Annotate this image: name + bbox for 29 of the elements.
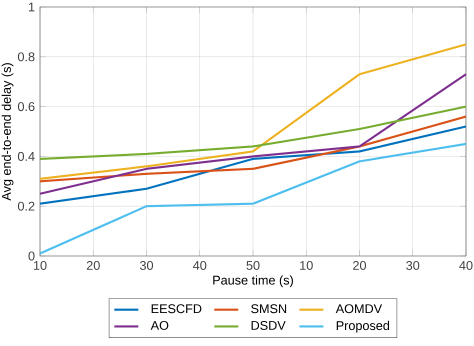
legend-label: SMSN [251,304,286,314]
x-tick-label: 40 [193,260,206,270]
line-series [38,125,468,205]
x-tick-label: 50 [246,260,260,270]
x-axis-title: Pause time (s) [213,275,293,288]
legend-label: EESCFD [152,304,202,314]
legend-label: DSDV [252,320,286,330]
line-series [38,73,468,195]
y-tick-label: 1 [28,2,34,12]
x-tick-label: 20 [86,260,100,270]
x-tick-label: 40 [459,260,473,270]
y-tick-label: 0.4 [18,152,35,161]
y-tick-label: 0.6 [18,102,34,112]
legend-label: AOMDV [336,304,382,314]
x-tick-label: 30 [140,260,154,270]
x-tick-label: 30 [406,260,420,270]
x-tick-label: 20 [353,260,366,270]
x-tick-label: 10 [300,260,313,270]
y-axis-title: Avg end-to-end delay (s) [2,63,14,201]
line-series [38,106,468,160]
y-tick-label: 0 [28,252,35,260]
line-series [38,142,468,255]
y-tick-label: 0.2 [18,202,34,211]
legend-label: Proposed [336,320,390,333]
legend-label: AO [150,320,168,330]
line-series [38,43,468,180]
line-series [38,116,468,182]
y-tick-label: 0.8 [18,52,34,62]
x-tick-label: 10 [34,260,47,270]
